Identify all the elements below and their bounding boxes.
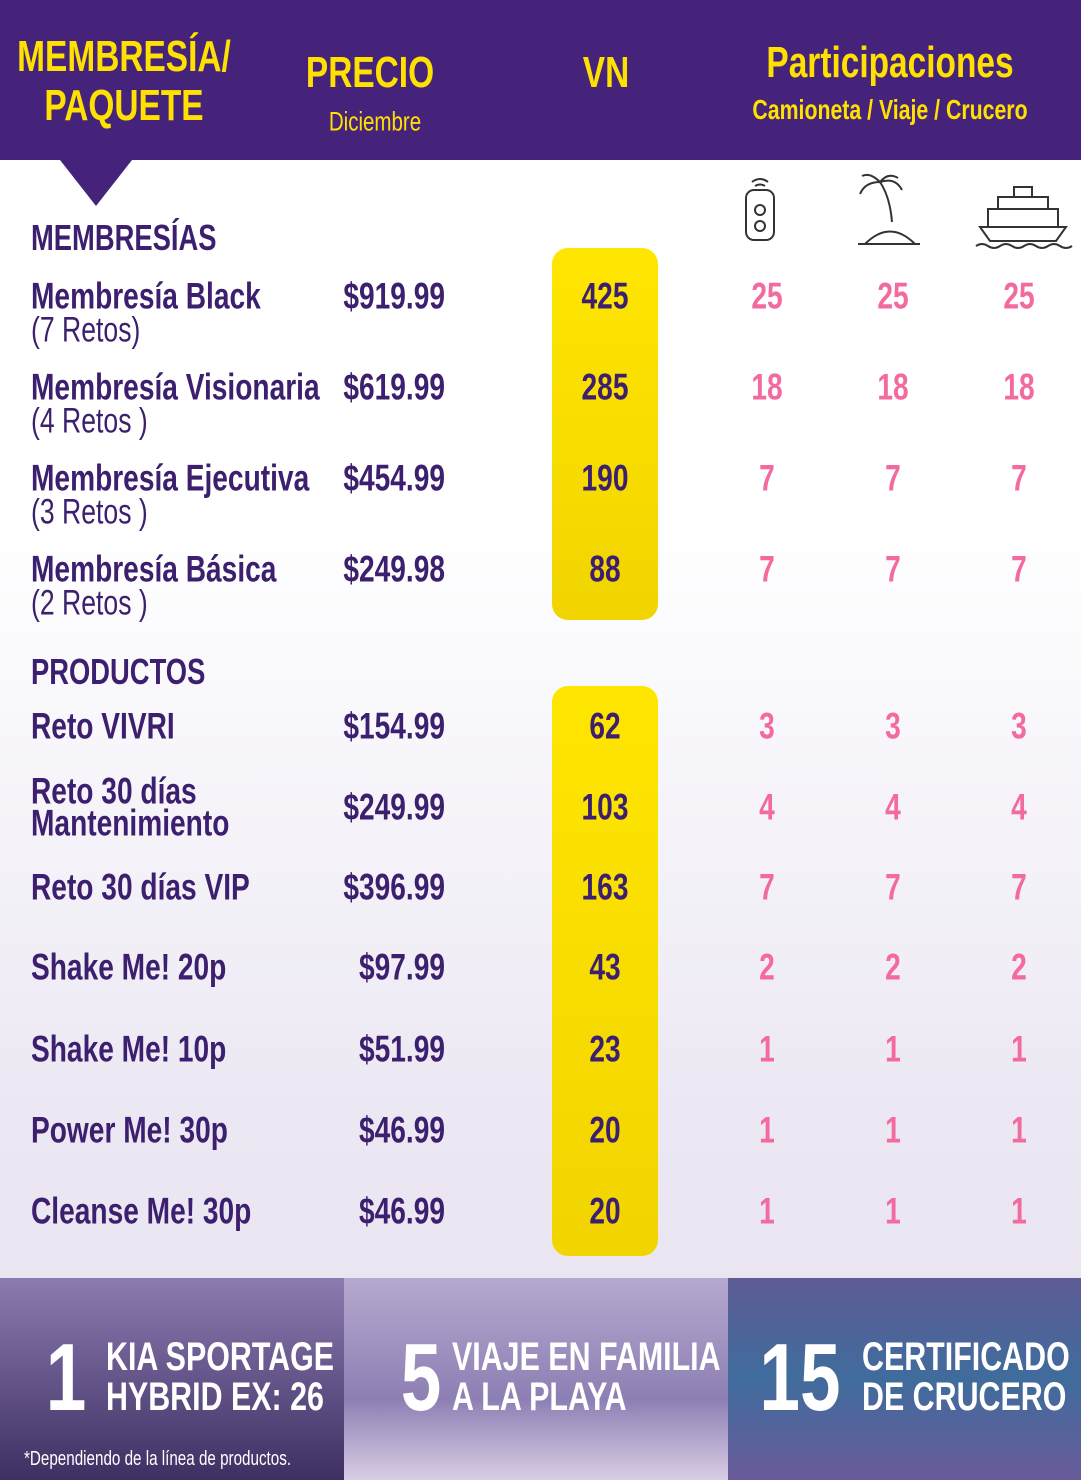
item-name: Cleanse Me! 30p — [31, 1190, 252, 1232]
truck-entries: 1 — [759, 1109, 775, 1151]
item-vn: 425 — [581, 275, 629, 317]
trip-entries: 7 — [885, 457, 901, 499]
cruise-entries: 2 — [1011, 946, 1027, 988]
item-vn: 163 — [581, 866, 629, 908]
trip-entries: 7 — [885, 866, 901, 908]
prize-label: DE CRUCERO — [862, 1375, 1067, 1419]
truck-entries: 1 — [759, 1028, 775, 1070]
header-band — [0, 0, 1081, 160]
item-vn: 20 — [589, 1190, 621, 1232]
trip-entries: 4 — [885, 786, 901, 828]
prize-label: A LA PLAYA — [452, 1375, 627, 1419]
item-price: $46.99 — [358, 1109, 445, 1151]
column-subheader: Camioneta / Viaje / Crucero — [752, 94, 1028, 125]
truck-entries: 3 — [759, 705, 775, 747]
column-header: MEMBRESÍA/ — [17, 32, 231, 81]
trip-entries: 1 — [885, 1109, 901, 1151]
footnote: *Dependiendo de la línea de productos. — [24, 1448, 292, 1470]
item-name: Reto VIVRI — [31, 705, 175, 747]
cruise-entries: 3 — [1011, 705, 1027, 747]
prize-panel — [728, 1278, 1081, 1480]
cruise-entries: 1 — [1011, 1109, 1027, 1151]
item-price: $619.99 — [343, 366, 445, 408]
column-header: PRECIO — [305, 48, 435, 97]
header-pointer — [60, 160, 132, 206]
section-title: PRODUCTOS — [31, 651, 206, 692]
trip-entries: 18 — [877, 366, 909, 408]
item-name: Mantenimiento — [31, 802, 230, 844]
truck-entries: 7 — [759, 457, 775, 499]
item-vn: 103 — [581, 786, 629, 828]
column-header: VN — [582, 48, 630, 97]
item-price: $249.98 — [343, 548, 445, 590]
item-vn: 20 — [589, 1109, 621, 1151]
truck-entries: 18 — [751, 366, 783, 408]
prize-panel — [344, 1278, 728, 1480]
truck-entries: 1 — [759, 1190, 775, 1232]
truck-entries: 7 — [759, 866, 775, 908]
item-name: Membresía Black — [31, 275, 261, 317]
item-note: (7 Retos) — [31, 310, 141, 350]
trip-entries: 1 — [885, 1190, 901, 1232]
item-vn: 285 — [581, 366, 629, 408]
item-vn: 88 — [589, 548, 621, 590]
cruise-entries: 7 — [1011, 548, 1027, 590]
item-vn: 23 — [589, 1028, 621, 1070]
column-header: Participaciones — [766, 38, 1014, 87]
cruise-entries: 4 — [1011, 786, 1027, 828]
cruise-entries: 1 — [1011, 1028, 1027, 1070]
prize-count: 5 — [400, 1324, 442, 1431]
item-price: $454.99 — [343, 457, 445, 499]
item-note: (3 Retos ) — [31, 492, 148, 532]
item-price: $97.99 — [358, 946, 445, 988]
item-price: $46.99 — [358, 1190, 445, 1232]
item-vn: 62 — [589, 705, 621, 747]
cruise-entries: 7 — [1011, 457, 1027, 499]
cruise-entries: 25 — [1003, 275, 1035, 317]
prize-count: 1 — [45, 1324, 87, 1431]
item-name: Shake Me! 20p — [31, 946, 227, 988]
cruise-entries: 18 — [1003, 366, 1035, 408]
item-vn: 190 — [581, 457, 629, 499]
item-note: (2 Retos ) — [31, 583, 148, 623]
cruise-entries: 7 — [1011, 866, 1027, 908]
item-name: Power Me! 30p — [31, 1109, 228, 1151]
trip-entries: 3 — [885, 705, 901, 747]
prize-count: 15 — [759, 1324, 841, 1431]
trip-entries: 2 — [885, 946, 901, 988]
item-price: $919.99 — [343, 275, 445, 317]
item-price: $396.99 — [343, 866, 445, 908]
item-name: Membresía Ejecutiva — [31, 457, 310, 499]
item-name: Shake Me! 10p — [31, 1028, 227, 1070]
prize-label: KIA SPORTAGE — [106, 1335, 335, 1379]
trip-entries: 1 — [885, 1028, 901, 1070]
section-title: MEMBRESÍAS — [31, 217, 217, 258]
truck-entries: 25 — [751, 275, 783, 317]
column-header: PAQUETE — [44, 81, 204, 130]
cruise-entries: 1 — [1011, 1190, 1027, 1232]
prize-label: HYBRID EX: 26 — [106, 1375, 324, 1419]
prize-panel — [0, 1278, 344, 1480]
item-price: $249.99 — [343, 786, 445, 828]
vn-highlight — [552, 686, 658, 1256]
trip-entries: 25 — [877, 275, 909, 317]
item-price: $51.99 — [358, 1028, 445, 1070]
truck-entries: 7 — [759, 548, 775, 590]
prize-label: CERTIFICADO — [862, 1335, 1070, 1379]
prize-label: VIAJE EN FAMILIA — [452, 1335, 721, 1379]
truck-entries: 2 — [759, 946, 775, 988]
vn-highlight — [552, 248, 658, 620]
item-vn: 43 — [589, 946, 621, 988]
item-name: Reto 30 días VIP — [31, 866, 250, 908]
trip-entries: 7 — [885, 548, 901, 590]
item-price: $154.99 — [343, 705, 445, 747]
item-name: Membresía Básica — [31, 548, 277, 590]
column-subheader: Diciembre — [328, 106, 422, 137]
item-note: (4 Retos ) — [31, 401, 148, 441]
prize-icons — [745, 173, 1073, 249]
item-name: Membresía Visionaria — [31, 366, 320, 408]
item-name: Reto 30 días — [31, 770, 197, 812]
truck-entries: 4 — [759, 786, 775, 828]
